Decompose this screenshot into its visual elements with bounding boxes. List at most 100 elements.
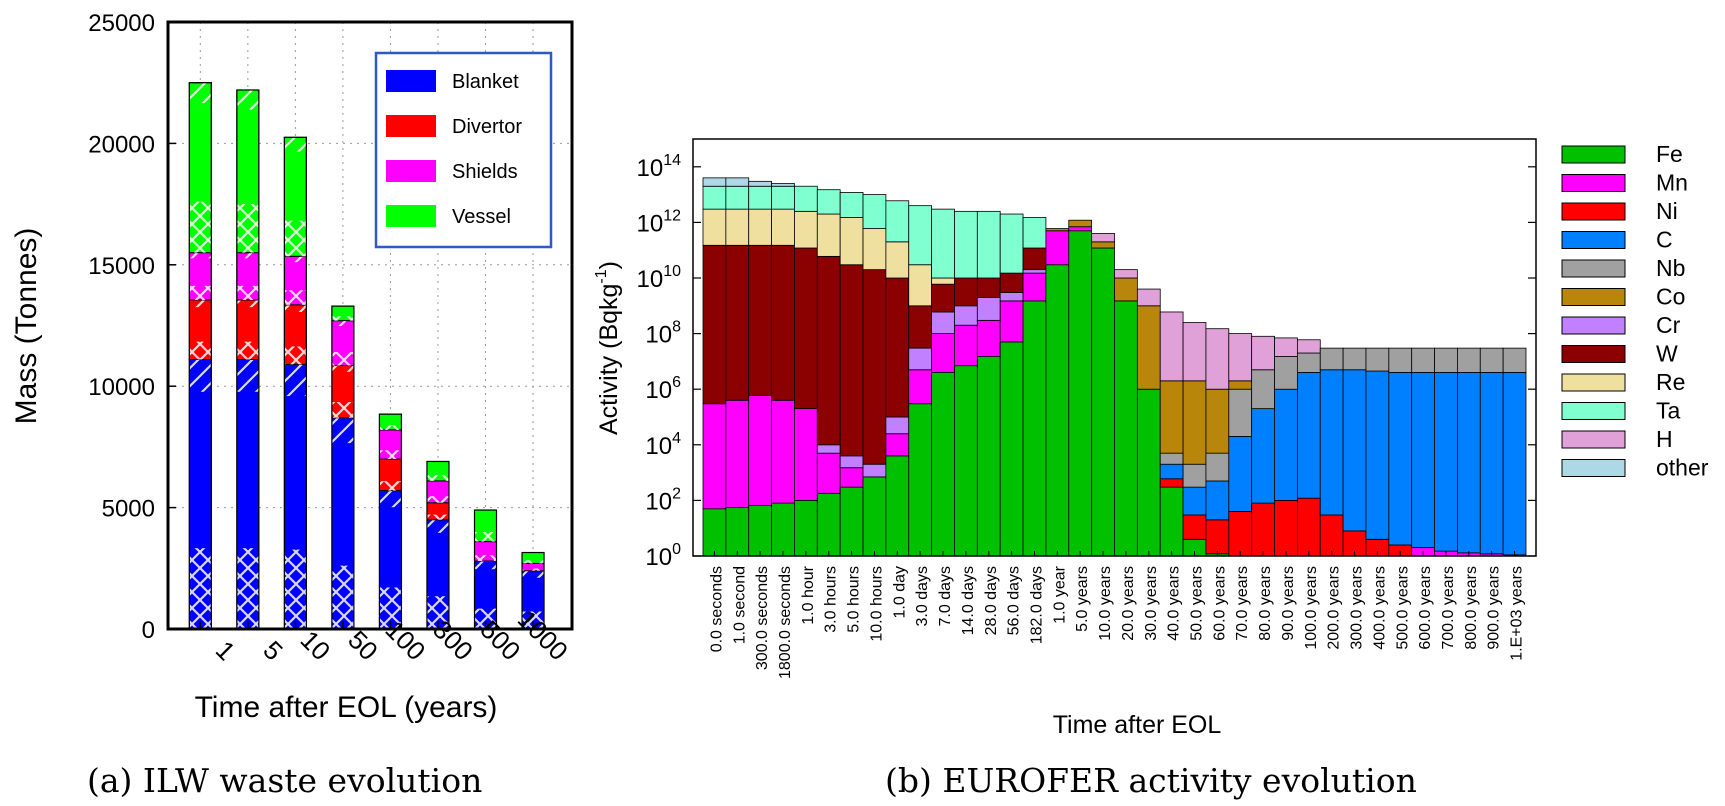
chart-b-bar-nb-28 bbox=[1342, 347, 1367, 371]
chart-b-bar-re-6 bbox=[839, 217, 864, 266]
chart-a-bar-hatch-divertor-100 bbox=[379, 481, 402, 491]
chart-b-bar-fe-17 bbox=[1091, 247, 1115, 557]
chart-a-legend: Blanket Divertor Shields Vessel bbox=[374, 51, 553, 249]
chart-a-x-tick-label: 5 bbox=[257, 635, 288, 666]
chart-a-bar-hatch-divertor-5 bbox=[236, 341, 259, 360]
chart-a-y-tick-label: 10000 bbox=[88, 374, 155, 401]
chart-b-x-axis-title: Time after EOL bbox=[1053, 711, 1222, 739]
chart-a-bar-hatch-shields-5 bbox=[236, 285, 259, 301]
chart-b-bar-c-24 bbox=[1251, 408, 1275, 504]
chart-b-x-tick-label: 90.0 years bbox=[1280, 566, 1297, 641]
chart-b-y-axis-title-sup: -1 bbox=[593, 269, 610, 283]
chart-b-bar-cr-8 bbox=[885, 416, 910, 435]
chart-b-bar-ta-7 bbox=[862, 194, 887, 229]
chart-b-bar-fe-10 bbox=[931, 372, 955, 557]
chart-b-bar-c-20 bbox=[1159, 463, 1184, 480]
chart-b-bar-cr-6 bbox=[839, 455, 864, 469]
chart-a-bar-hatch-blanket-300 bbox=[426, 596, 449, 629]
chart-b-bar-ni-20 bbox=[1159, 478, 1184, 488]
chart-a-legend-label-blanket: Blanket bbox=[452, 71, 519, 93]
chart-b-y-tick-base: 10 bbox=[645, 433, 672, 460]
chart-b-x-tick-label: 14.0 days bbox=[960, 566, 977, 635]
chart-b-bar-w-8 bbox=[885, 277, 910, 418]
chart-a-x-axis-title: Time after EOL (years) bbox=[195, 691, 498, 724]
chart-a-bar-hatch-shields-50 bbox=[331, 352, 354, 366]
chart-b-bar-ta-10 bbox=[931, 208, 955, 279]
chart-b-legend-swatch-cr bbox=[1561, 316, 1626, 335]
chart-b-bar-mn-6 bbox=[839, 467, 864, 488]
chart-b-y-tick-base: 10 bbox=[645, 488, 672, 515]
chart-b-bar-w-1 bbox=[725, 244, 750, 401]
chart-b-bar-c-31 bbox=[1411, 372, 1435, 549]
chart-b-bar-cr-12 bbox=[976, 297, 1001, 321]
chart-b-bar-cr-11 bbox=[954, 305, 978, 326]
chart-b-y-tick-base: 10 bbox=[637, 155, 664, 182]
chart-b-bar-fe-9 bbox=[908, 403, 933, 557]
chart-b-bar-re-1 bbox=[725, 208, 750, 246]
chart-b-legend-label-other: other bbox=[1656, 455, 1709, 481]
chart-b-bar-w-3 bbox=[771, 244, 795, 401]
chart-b-bar-ni-24 bbox=[1251, 502, 1275, 557]
chart-a-bar-diag-blanket-50 bbox=[331, 417, 354, 444]
chart-b-bar-ta-13 bbox=[999, 213, 1024, 274]
chart-b-y-axis-title-close: ) bbox=[595, 261, 623, 269]
chart-b-bar-fe-11 bbox=[954, 365, 978, 557]
chart-a-bar-hatch-shields-10 bbox=[284, 290, 307, 305]
chart-a-y-axis-title: Mass (Tonnes) bbox=[10, 228, 43, 425]
chart-b-bar-mn-4 bbox=[794, 408, 818, 501]
chart-b-y-tick-base: 10 bbox=[645, 544, 672, 571]
chart-a-bar-diag-blanket-1 bbox=[189, 359, 212, 392]
chart-a-legend-items: Blanket Divertor Shields Vessel bbox=[386, 70, 522, 228]
chart-b-bar-co-22 bbox=[1205, 388, 1230, 454]
chart-b-bar-h-18 bbox=[1114, 269, 1138, 279]
chart-a-bar-diag-shields-1 bbox=[189, 252, 212, 259]
chart-b-y-tick-base: 10 bbox=[637, 210, 664, 237]
chart-b-bar-nb-33 bbox=[1457, 347, 1481, 373]
chart-a-caption: (a) ILW waste evolution bbox=[87, 761, 482, 800]
chart-b-legend-label-fe: Fe bbox=[1656, 141, 1683, 167]
chart-b-legend-label-w: W bbox=[1656, 341, 1678, 367]
chart-b-bar-fe-0 bbox=[702, 508, 727, 557]
chart-a-bar-diag-shields-10 bbox=[284, 256, 307, 263]
chart-b-bar-h-17 bbox=[1091, 233, 1115, 243]
chart-b-bars bbox=[702, 177, 1527, 557]
chart-b-bar-w-5 bbox=[816, 255, 841, 446]
chart-b-y-tick-label: 100 bbox=[645, 541, 681, 571]
chart-b-bar-w-11 bbox=[954, 277, 978, 307]
chart-b-x-tick-label: 1.0 second bbox=[731, 566, 748, 644]
chart-b-x-tick-label: 1800.0 seconds bbox=[777, 566, 794, 679]
chart-b-bar-cr-14 bbox=[1022, 269, 1047, 274]
chart-b-plot-frame bbox=[692, 138, 1537, 557]
chart-b-y-tick-base: 10 bbox=[645, 377, 672, 404]
chart-b-x-tick-label: 600.0 years bbox=[1417, 566, 1434, 650]
chart-b-bar-cr-13 bbox=[999, 292, 1024, 302]
chart-a-bar-hatch-vessel-1 bbox=[189, 201, 212, 253]
chart-b-y-tick-base: 10 bbox=[637, 266, 664, 293]
chart-b-bar-mn-2 bbox=[748, 394, 772, 507]
chart-b-bar-ta-4 bbox=[794, 185, 818, 212]
chart-a-legend-swatch-blanket bbox=[386, 70, 436, 92]
chart-a-x-tick-label: 1 bbox=[210, 635, 241, 666]
chart-b-bar-mn-10 bbox=[931, 333, 955, 373]
chart-b-x-tick-label: 50.0 years bbox=[1189, 566, 1206, 641]
chart-b-x-tick-label: 56.0 days bbox=[1006, 566, 1023, 635]
chart-b-y-tick-exp: 4 bbox=[672, 430, 681, 447]
chart-b-bar-co-17 bbox=[1091, 241, 1115, 249]
chart-b-legend-label-co: Co bbox=[1656, 284, 1685, 310]
chart-b-bar-fe-8 bbox=[885, 455, 910, 557]
chart-b-bar-ta-9 bbox=[908, 205, 933, 266]
chart-a-bar-hatch-blanket-5 bbox=[236, 548, 259, 629]
chart-a-bar-diag-vessel-5 bbox=[236, 89, 259, 110]
chart-b-x-tick-label: 1.E+03 years bbox=[1509, 566, 1526, 661]
chart-a-bar-hatch-divertor-50 bbox=[331, 402, 354, 418]
chart-a-bar-diag-blanket-100 bbox=[379, 490, 402, 508]
chart-b-y-tick-exp: 8 bbox=[672, 319, 681, 336]
chart-b-x-tick-label: 3.0 days bbox=[914, 566, 931, 626]
chart-b-legend-label-nb: Nb bbox=[1656, 255, 1685, 281]
chart-b-bar-other-1 bbox=[725, 177, 750, 187]
chart-b-bar-nb-23 bbox=[1228, 388, 1253, 437]
chart-b-x-tick-label: 300.0 years bbox=[1349, 566, 1366, 650]
chart-b-bar-other-3 bbox=[771, 183, 795, 187]
chart-a-y-tick-label: 5000 bbox=[102, 496, 155, 523]
